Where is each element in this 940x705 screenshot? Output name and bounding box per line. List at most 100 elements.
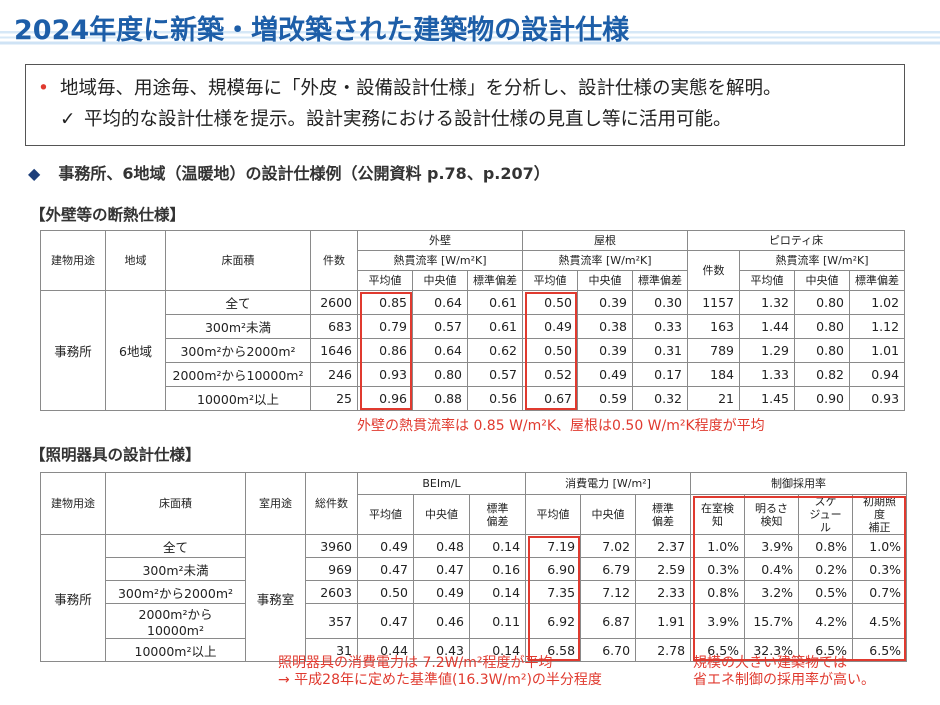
table-cell: 2.33 bbox=[635, 580, 692, 604]
table-cell: 0.33 bbox=[632, 314, 688, 339]
table-cell: 0.82 bbox=[794, 362, 850, 387]
table-cell: 184 bbox=[687, 362, 740, 387]
table-cell: 中央値 bbox=[580, 494, 637, 535]
table-cell: 床面積 bbox=[105, 472, 246, 535]
table-cell: 300m²から2000m² bbox=[165, 338, 311, 363]
table-cell: 地域 bbox=[105, 230, 166, 291]
table-cell: 0.49 bbox=[357, 534, 414, 558]
table-cell: 0.39 bbox=[577, 338, 633, 363]
table-cell: 0.57 bbox=[412, 314, 468, 339]
table-cell: 0.8% bbox=[690, 580, 746, 604]
table-cell: 標準偏差 bbox=[848, 270, 906, 291]
table-cell: 3.9% bbox=[744, 534, 800, 558]
table-cell: 0.11 bbox=[468, 603, 527, 639]
table-cell: 1.12 bbox=[848, 314, 906, 339]
table-cell: 0.61 bbox=[467, 314, 523, 339]
table-cell: 0.38 bbox=[577, 314, 633, 339]
data-row: 300m²から2000m² 1646 0.86 0.64 0.62 0.50 0.39 0.3… bbox=[41, 338, 906, 363]
table-cell: 0.16 bbox=[468, 557, 527, 581]
table-cell: 2600 bbox=[310, 290, 358, 315]
subheading: 事務所、6地域（温暖地）の設計仕様例（公開資料 p.78、p.207） bbox=[28, 160, 549, 184]
table-cell: 0.7% bbox=[852, 580, 908, 604]
table-cell: 0.14 bbox=[468, 580, 527, 604]
table-cell: 外壁 bbox=[357, 230, 523, 251]
table-cell: 1.45 bbox=[739, 386, 795, 411]
table-cell: 事務所 bbox=[40, 290, 106, 411]
table-cell: 4.5% bbox=[852, 603, 908, 639]
data-row: 300m²から2000m² 2603 0.50 0.49 0.14 7.35 7.12 2.3… bbox=[41, 580, 908, 604]
table-cell: BEIm/L bbox=[356, 472, 527, 495]
table-cell: 0.3% bbox=[690, 557, 746, 581]
table-cell: 2.37 bbox=[635, 534, 692, 558]
section-heading: 【外壁等の断熱仕様】 bbox=[30, 206, 186, 224]
data-row: 事務所 6地域 全て 2600 0.85 0.64 0.61 0.50 0.39 0.30 1157… bbox=[40, 290, 906, 411]
table-cell: 10000m²以上 bbox=[105, 638, 246, 662]
table-cell: 3.9% bbox=[690, 603, 746, 639]
table-cell: 1.0% bbox=[852, 534, 908, 558]
table-cell: 0.31 bbox=[632, 338, 688, 363]
table-cell: 平均値 bbox=[357, 494, 414, 535]
table-cell: 1.32 bbox=[739, 290, 795, 315]
table-cell: 0.49 bbox=[577, 362, 633, 387]
table-cell: 熱貫流率 [W/m²K] bbox=[738, 250, 906, 271]
table-cell: 789 bbox=[687, 338, 740, 363]
table-cell: 2.59 bbox=[635, 557, 692, 581]
table-cell: 0.64 bbox=[412, 290, 468, 315]
table-cell: 1.0% bbox=[690, 534, 746, 558]
table-cell: 中央値 bbox=[412, 270, 468, 291]
table-cell: 屋根 bbox=[522, 230, 688, 251]
table-cell: 7.02 bbox=[580, 534, 637, 558]
table-cell: 0.93 bbox=[848, 386, 906, 411]
table-cell: 6.90 bbox=[525, 557, 582, 581]
table-cell: 6地域 bbox=[105, 290, 166, 411]
table-cell: 建物用途 bbox=[40, 472, 106, 535]
table-cell: 0.49 bbox=[522, 314, 578, 339]
data-row: 300m²未満 969 0.47 0.47 0.16 6.90 6.79 2.59 0.3% 0.… bbox=[41, 557, 908, 581]
table-cell: 2603 bbox=[305, 580, 358, 604]
summary-point: 地域毎、用途毎、規模毎に「外皮・設備設計仕様」を分析し、設計仕様の実態を解明。 bbox=[38, 73, 904, 104]
table-cell: 0.62 bbox=[467, 338, 523, 363]
table-cell: 熱貫流率 [W/m²K] bbox=[522, 250, 688, 271]
table-cell: 0.61 bbox=[467, 290, 523, 315]
note-line: 照明器具の消費電力は 7.2W/m²程度が平均 bbox=[278, 655, 553, 671]
table-cell: 1.91 bbox=[635, 603, 692, 639]
lighting-note: 規模の大きい建築物では 省エネ制御の採用率が高い。 bbox=[693, 655, 875, 689]
table-cell: 0.49 bbox=[413, 580, 470, 604]
table-cell: 10000m²以上 bbox=[165, 386, 311, 411]
table-cell: 0.50 bbox=[522, 338, 578, 363]
table-cell: 300m²から2000m² bbox=[105, 580, 246, 604]
table-cell: 1646 bbox=[310, 338, 358, 363]
table-cell: 2000m²から10000m² bbox=[165, 362, 311, 387]
table-cell: 0.57 bbox=[467, 362, 523, 387]
header-row: 建物用途 床面積 室用途 総件数 BEIm/L 消費電力 [W/m²] 制御採用率 bbox=[40, 472, 908, 535]
table-cell: 0.44 bbox=[357, 638, 414, 662]
page-title: 2024年度に新築・増改築された建築物の設計仕様 bbox=[0, 0, 940, 52]
table-cell: 室用途 bbox=[245, 472, 306, 535]
data-row: 300m²未満 683 0.79 0.57 0.61 0.49 0.38 0.33 163 1.4… bbox=[41, 314, 906, 339]
data-row: 10000m²以上 25 0.96 0.88 0.56 0.67 0.59 0.32 21 1.4… bbox=[41, 386, 906, 411]
table-cell: 建物用途 bbox=[40, 230, 106, 291]
table-cell: 31 bbox=[305, 638, 358, 662]
table-cell: 7.19 bbox=[525, 534, 582, 558]
table-cell: 標準偏差 bbox=[467, 270, 523, 291]
table-cell: 6.87 bbox=[580, 603, 637, 639]
summary-point: 平均的な設計仕様を提示。設計実務における設計仕様の見直し等に活用可能。 bbox=[38, 104, 904, 135]
table-cell: 6.79 bbox=[580, 557, 637, 581]
table-cell: 0.50 bbox=[522, 290, 578, 315]
table-cell: 0.4% bbox=[744, 557, 800, 581]
table-cell: 0.67 bbox=[522, 386, 578, 411]
table-cell: 0.46 bbox=[413, 603, 470, 639]
table-cell: 0.64 bbox=[412, 338, 468, 363]
table-cell: 21 bbox=[687, 386, 740, 411]
table-cell: 2.78 bbox=[635, 638, 692, 662]
table-cell: 6.58 bbox=[525, 638, 582, 662]
table-cell: 0.88 bbox=[412, 386, 468, 411]
table-cell: 7.35 bbox=[525, 580, 582, 604]
table-cell: 標準 偏差 bbox=[635, 494, 692, 535]
table-cell: 件数 bbox=[310, 230, 358, 291]
table-cell: 0.52 bbox=[522, 362, 578, 387]
table-cell: 0.47 bbox=[413, 557, 470, 581]
table-cell: 0.14 bbox=[468, 534, 527, 558]
table-cell: 0.94 bbox=[848, 362, 906, 387]
